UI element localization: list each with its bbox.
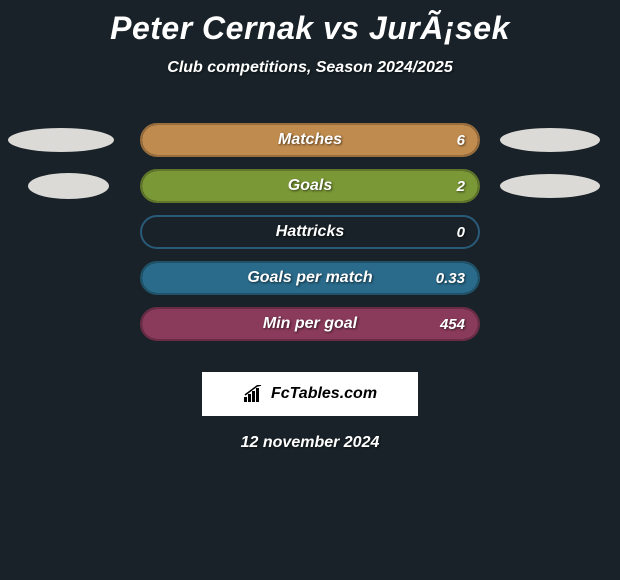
stat-row: Goals per match 0.33 <box>0 255 620 301</box>
stat-row: Min per goal 454 <box>0 301 620 347</box>
brand-box[interactable]: FcTables.com <box>202 372 418 416</box>
stat-label: Goals <box>288 177 332 195</box>
stat-value: 2 <box>457 178 465 195</box>
player-marker-right <box>500 174 600 198</box>
date-label: 12 november 2024 <box>0 434 620 452</box>
stat-value: 454 <box>440 316 465 333</box>
stat-label: Matches <box>278 131 342 149</box>
player-marker-left <box>8 128 114 152</box>
stat-value: 0 <box>457 224 465 241</box>
player-marker-right <box>500 128 600 152</box>
player-marker-left <box>28 173 109 199</box>
comparison-subtitle: Club competitions, Season 2024/2025 <box>0 59 620 77</box>
stat-row: Matches 6 <box>0 117 620 163</box>
stats-container: Matches 6 Goals 2 Hattricks 0 Goals per match 0… <box>0 117 620 347</box>
comparison-title: Peter Cernak vs JurÃ¡sek <box>0 0 620 47</box>
brand-text: FcTables.com <box>271 385 377 403</box>
stat-label: Min per goal <box>263 315 357 333</box>
stat-value: 6 <box>457 132 465 149</box>
stat-label: Hattricks <box>276 223 344 241</box>
stat-row: Hattricks 0 <box>0 209 620 255</box>
stat-label: Goals per match <box>247 269 372 287</box>
stat-value: 0.33 <box>436 270 465 287</box>
stat-row: Goals 2 <box>0 163 620 209</box>
chart-icon <box>243 385 265 403</box>
